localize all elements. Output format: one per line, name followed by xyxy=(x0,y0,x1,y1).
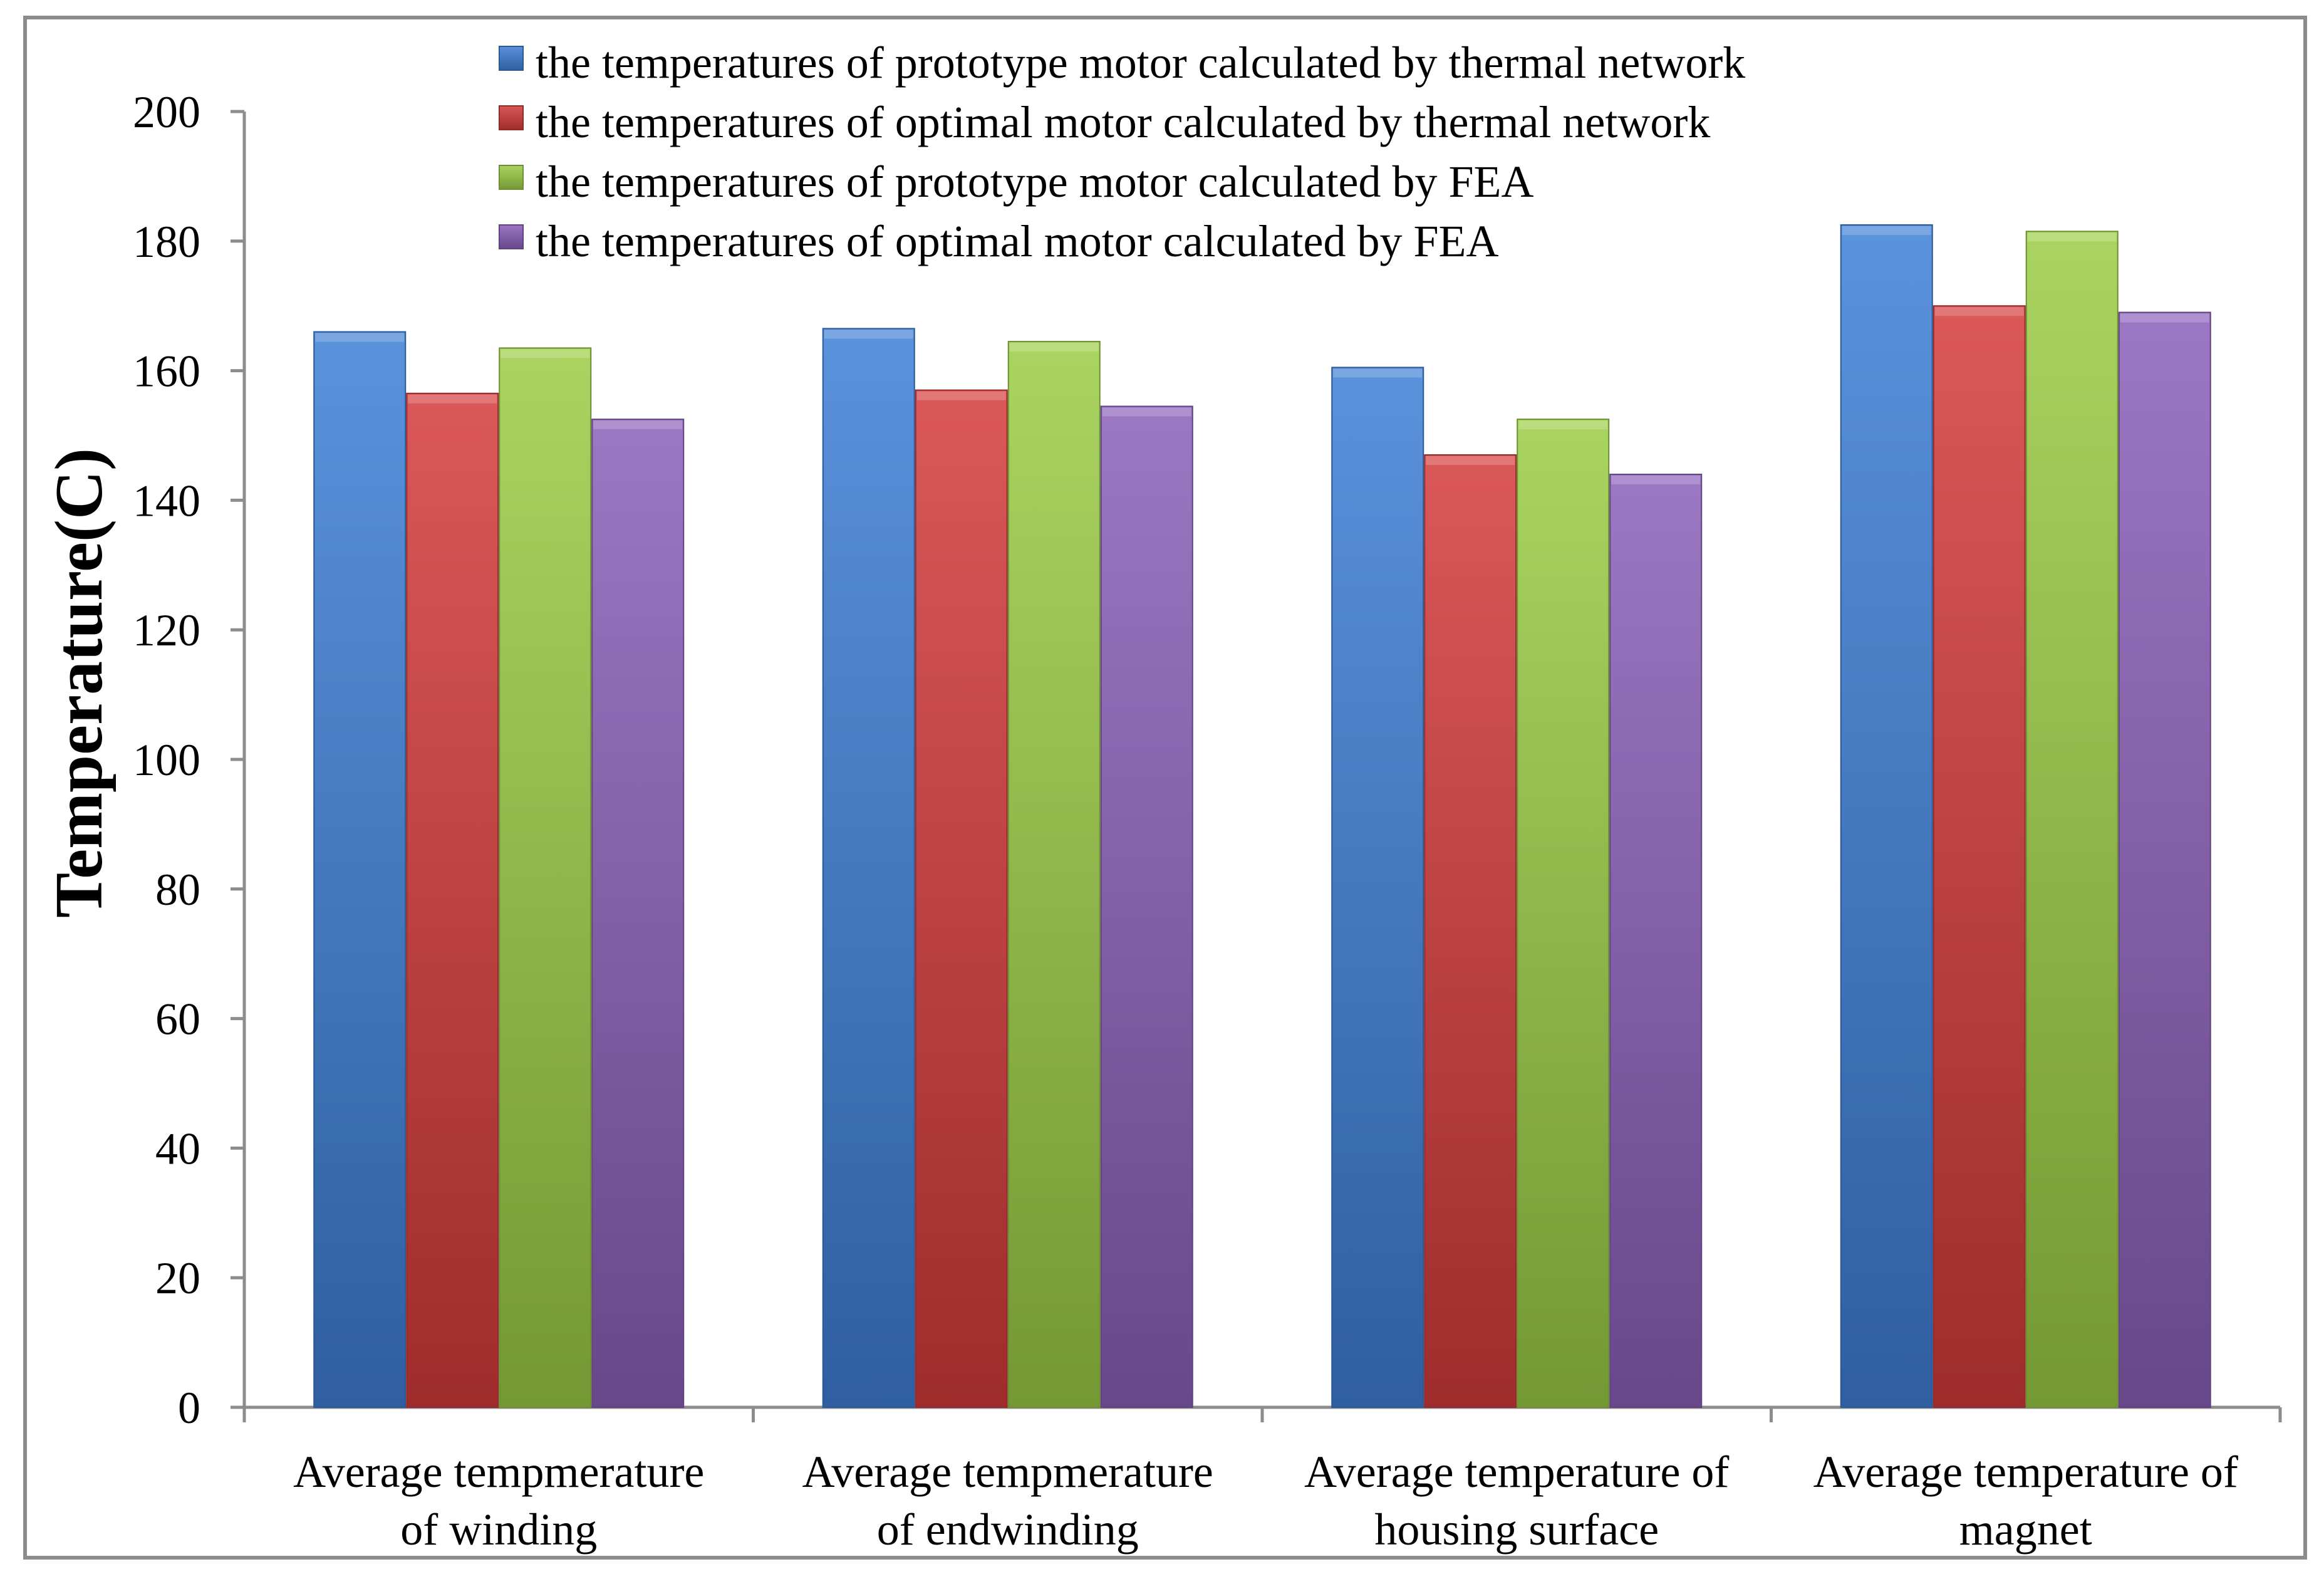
bar-cap xyxy=(1333,368,1423,378)
bar-cap xyxy=(1934,307,2024,316)
y-tick-label: 60 xyxy=(155,994,200,1045)
bar-cap xyxy=(1518,420,1608,430)
legend-entry-label: the temperatures of prototype motor calc… xyxy=(536,38,1745,88)
y-axis-label-group: Temperature(C) xyxy=(42,448,117,918)
bar-cap xyxy=(824,330,913,339)
bar xyxy=(1609,474,1703,1408)
bar xyxy=(1100,405,1193,1408)
bar-cap xyxy=(408,394,497,404)
x-tick-label: housing surface xyxy=(1374,1504,1659,1555)
bar-cap xyxy=(501,349,590,358)
x-tick-label: of winding xyxy=(400,1504,597,1555)
bar-cap xyxy=(315,333,405,342)
bar-cap xyxy=(916,391,1006,400)
y-tick-label: 160 xyxy=(133,346,200,397)
bar xyxy=(499,347,592,1408)
bar-cap xyxy=(2120,313,2209,323)
y-tick-label: 120 xyxy=(133,605,200,655)
legend-entry-label: the temperatures of prototype motor calc… xyxy=(536,157,1534,207)
y-tick-label: 180 xyxy=(133,217,200,267)
y-tick-label: 200 xyxy=(133,87,200,137)
x-tick-label: Average temperature of xyxy=(1304,1447,1729,1497)
legend-entry-label: the temperatures of optimal motor calcul… xyxy=(536,97,1710,147)
bar-cap xyxy=(1842,226,1931,235)
bar xyxy=(1007,341,1101,1409)
bar-cap xyxy=(2027,232,2117,242)
category-labels: Average tempmerature of winding Average te… xyxy=(293,1447,2238,1555)
legend: the temperatures of prototype motor calc… xyxy=(499,38,1745,266)
bar xyxy=(591,419,685,1408)
x-tick-label: Average temperature of xyxy=(1813,1447,2238,1497)
legend-swatch xyxy=(499,224,524,249)
bar xyxy=(406,392,499,1408)
bar-cap xyxy=(1611,476,1701,485)
y-axis-label: Temperature(C) xyxy=(42,448,117,918)
y-tick-label: 140 xyxy=(133,476,200,526)
legend-swatch xyxy=(499,165,524,190)
bar-cap xyxy=(1102,407,1191,417)
legend-entry-label: the temperatures of optimal motor calcul… xyxy=(536,216,1499,266)
y-tick-label: 80 xyxy=(155,865,200,915)
x-tick-label: Average tempmerature xyxy=(293,1447,704,1497)
bar xyxy=(1424,454,1517,1408)
bar-cap xyxy=(1009,343,1099,352)
bar xyxy=(915,389,1008,1408)
bar xyxy=(1840,224,1933,1409)
bar xyxy=(1331,367,1424,1408)
y-tick-label: 100 xyxy=(133,735,200,785)
y-tick-label: 40 xyxy=(155,1123,200,1174)
bar xyxy=(313,331,407,1408)
x-tick-label: Average tempmerature xyxy=(802,1447,1213,1497)
bar xyxy=(2118,311,2211,1408)
bar xyxy=(822,328,915,1408)
x-tick-label: of endwinding xyxy=(877,1504,1139,1555)
x-tick-label: magnet xyxy=(1959,1504,2092,1555)
bar xyxy=(2025,231,2119,1408)
legend-swatch xyxy=(499,105,524,130)
y-tick-label: 20 xyxy=(155,1253,200,1303)
bars xyxy=(313,224,2211,1409)
bar-cap xyxy=(593,420,683,430)
bar xyxy=(1517,419,1610,1408)
bar-cap xyxy=(1426,456,1515,466)
bar xyxy=(1932,305,2026,1409)
legend-swatch xyxy=(499,46,524,71)
y-tick-label: 0 xyxy=(178,1383,200,1433)
